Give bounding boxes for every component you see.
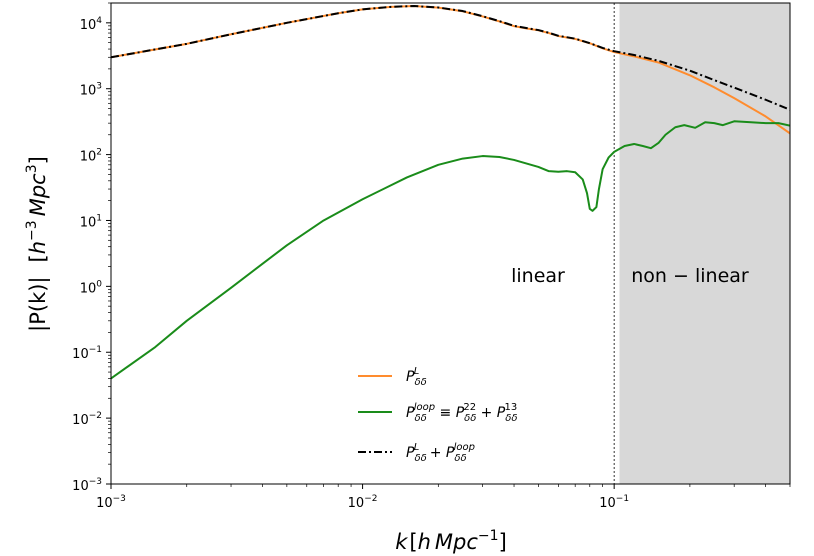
series-line-total — [111, 5, 790, 111]
plot-frame — [110, 2, 791, 485]
nonlinear-region-label: non − linear — [631, 265, 749, 287]
x-tick-label: 10−1 — [599, 494, 629, 511]
series-line-loop — [111, 120, 790, 380]
y-tick-label: 103 — [80, 82, 102, 99]
legend-label-total: PδδL + Pδδloop — [406, 442, 475, 464]
legend: PδδL Pδδloop ≡ Pδδ22 + Pδδ13 PδδL + Pδδl… — [358, 366, 518, 464]
x-axis-title: k[h Mpc−1] — [395, 528, 507, 554]
linear-region-label: linear — [511, 265, 565, 287]
y-tick-label: 101 — [80, 213, 102, 230]
y-tick-label: 10−3 — [72, 477, 102, 494]
nonlinear-region-shading — [619, 3, 790, 484]
y-tick-label: 104 — [80, 16, 103, 33]
y-tick-label: 10−1 — [72, 345, 102, 362]
legend-label-linear: PδδL — [406, 366, 427, 388]
x-tick-label: 10−3 — [96, 494, 126, 511]
x-tick-label: 10−2 — [348, 494, 378, 511]
y-tick-label: 102 — [80, 148, 102, 165]
y-tick-label: 10−2 — [72, 411, 102, 428]
legend-label-loop: Pδδloop ≡ Pδδ22 + Pδδ13 — [406, 402, 518, 424]
x-axis-ticks: 10−3 10−2 10−1 — [96, 484, 791, 511]
y-tick-label: 100 — [80, 279, 103, 296]
y-axis-ticks: 10−3 10−2 10−1 100 101 102 103 104 — [72, 2, 111, 494]
y-axis-title: |P(k)|[h−3Mpc3] — [24, 156, 51, 332]
series-layer — [111, 5, 790, 380]
